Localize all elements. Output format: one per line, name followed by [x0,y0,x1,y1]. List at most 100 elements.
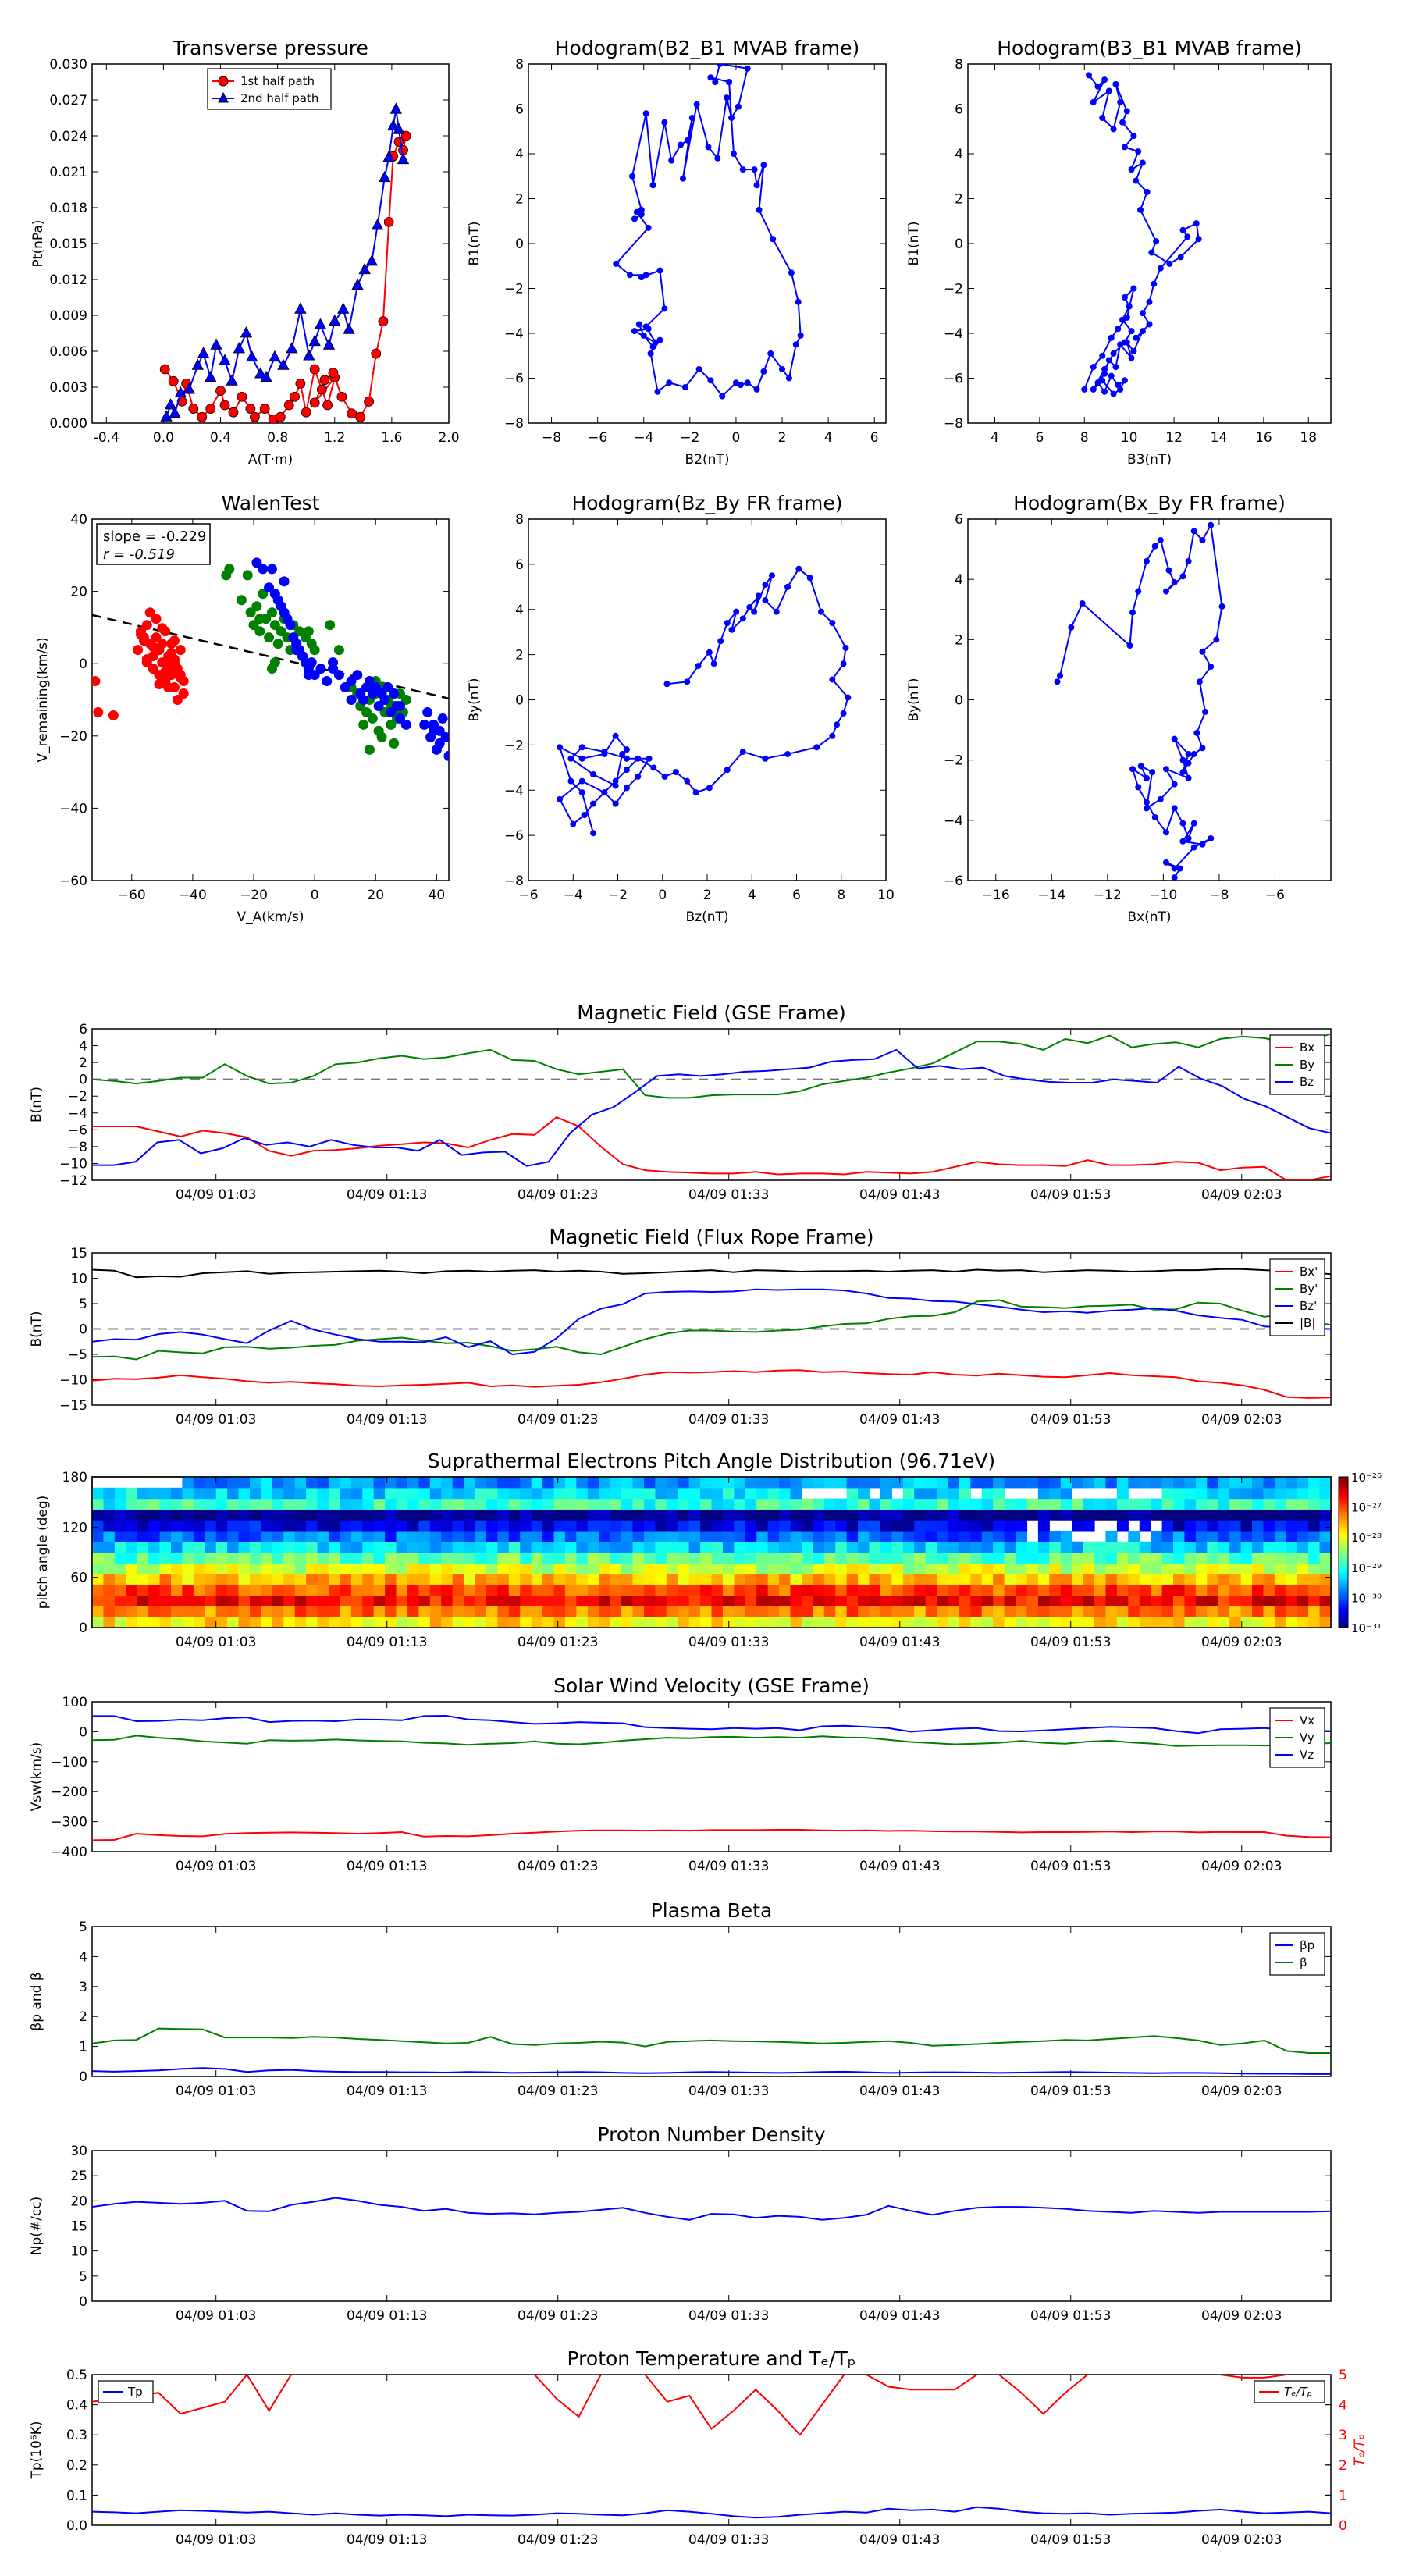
pad-cell [350,1552,363,1564]
pad-colorbar-cell [1339,1544,1348,1548]
pad-cell [385,1509,397,1521]
hodo2-point [1101,76,1108,84]
hodo3-point [795,565,802,572]
pad-cell [902,1487,915,1500]
pad-cell [678,1584,690,1596]
hodo1-point [668,157,675,164]
hodo1-point [642,272,649,279]
pad-cell [948,1530,960,1542]
pad-colorbar-cell [1339,1534,1348,1538]
walen-point [169,635,180,646]
pad-cell [542,1574,555,1585]
pad-cell [1037,1563,1050,1574]
hodo1-point [785,375,792,382]
pad-cell [813,1606,825,1617]
walen-point [443,750,449,761]
pad-cell [1195,1487,1208,1500]
pad-cell [1297,1487,1309,1500]
pad-cell [317,1509,329,1521]
pad-cell [464,1574,476,1585]
pad-cell [92,1530,105,1542]
hodo2-point [1177,254,1184,261]
hodo2-point [1151,280,1158,287]
pad-cell [1195,1530,1208,1542]
hodo4-point [1079,600,1086,607]
np-xtick-label: 04/09 01:33 [688,2308,769,2324]
transverse-point [233,342,245,354]
pad-cell [1060,1498,1072,1510]
walen-point [382,682,393,693]
pad-xtick-label: 04/09 01:43 [859,1635,940,1650]
pad-cell [1240,1541,1253,1553]
pad-cell [790,1617,802,1628]
pad-cell [1016,1530,1028,1542]
hodo3-point [769,572,776,579]
pad-cell [182,1477,194,1489]
hodo2-axes-frame [967,63,1332,424]
beta-ytick-label: 5 [79,1920,87,1935]
hodo1-point [645,224,652,231]
pad-cell [114,1606,126,1617]
pad-cell [981,1595,994,1607]
pad-cell [632,1584,645,1596]
pad-cell [666,1584,678,1596]
pad-cell [249,1498,262,1510]
pad-cell [373,1552,386,1564]
tp-xtick-label: 04/09 01:23 [518,2532,598,2548]
pad-cell [925,1509,937,1521]
pad-cell [317,1563,329,1574]
pad-cell [643,1530,656,1542]
hodo1-point [681,384,688,390]
pad-cell [1240,1595,1253,1607]
hodo4-point [1171,874,1178,881]
pad-cell [801,1595,813,1607]
mag_fr-ytick-label: 10 [70,1272,87,1287]
hodo4-ylabel: By(nT) [906,678,922,721]
pad-colorbar-cell [1339,1529,1348,1533]
mag_fr-xtick-label: 04/09 01:23 [518,1412,598,1428]
pad-cell [880,1563,892,1574]
pad-cell [407,1477,419,1489]
hodo2-ytick-label: 0 [955,237,963,252]
hodo4-point [1068,624,1075,631]
pad-cell [350,1509,363,1521]
transverse-point [309,364,320,375]
pad-cell [261,1530,273,1542]
pad-cell [801,1509,813,1521]
hodo3-point [612,800,619,807]
pad-cell [553,1520,566,1532]
tp-ytick-label: 0.5 [66,2368,87,2383]
pad-cell [103,1498,116,1510]
pad-cell [745,1563,757,1574]
pad-cell [1060,1617,1072,1628]
pad-cell [1049,1541,1062,1553]
pad-cell [880,1552,892,1564]
pad-cell [373,1617,386,1628]
pad-cell [261,1606,273,1617]
hodo2-point [1148,249,1155,256]
pad-cell [508,1509,521,1521]
hodo4-xtick-label: −12 [1094,888,1122,903]
pad-cell [227,1509,240,1521]
pad-colorbar-cell [1339,1525,1348,1528]
pad-cell [1139,1541,1151,1553]
hodo2-point [1128,354,1135,361]
hodo2-point [1090,364,1097,371]
pad-cell [475,1574,487,1585]
pad-cell [835,1606,848,1617]
pad-cell [1094,1584,1107,1596]
hodo1-ytick-label: 2 [515,192,524,208]
pad-cell [340,1552,352,1564]
pad-ytick-label: 180 [62,1470,87,1485]
pad-cell [373,1595,386,1607]
pad-cell [981,1584,994,1596]
tp-legend-left: Tp [98,2380,154,2403]
pad-cell [486,1606,498,1617]
pad-cell [1195,1617,1208,1628]
mag_fr-ytick-label: 15 [70,1246,87,1261]
pad-cell [328,1498,340,1510]
hodo4-data [1054,521,1225,881]
beta-legend-label: βp [1300,1938,1314,1952]
transverse-point [382,150,395,162]
hodo1-point [779,366,786,372]
